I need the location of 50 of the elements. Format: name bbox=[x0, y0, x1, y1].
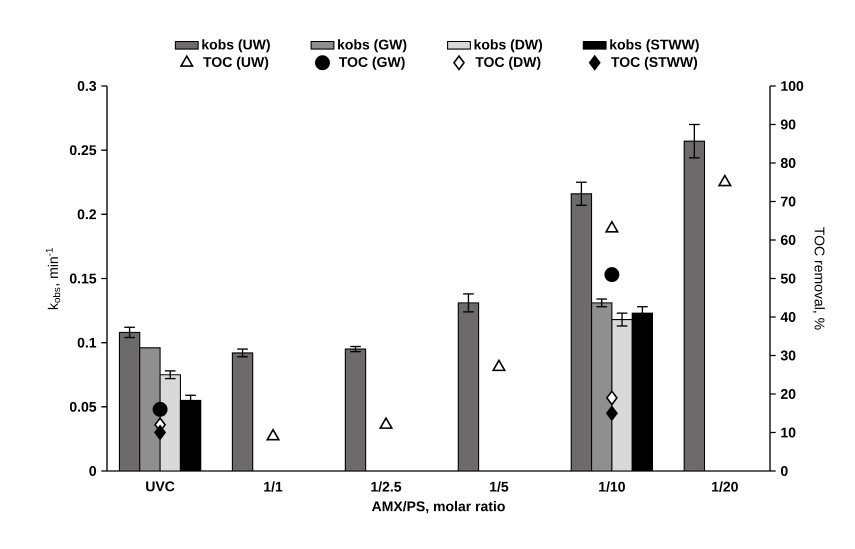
bar bbox=[591, 302, 612, 471]
legend-label: TOC (GW) bbox=[338, 56, 405, 70]
y2-tick-label: 50 bbox=[780, 274, 796, 284]
y-tick-label: 0.3 bbox=[78, 81, 96, 91]
point bbox=[606, 406, 618, 421]
y2-tick-label: 70 bbox=[781, 196, 796, 206]
y-tick-label: 0.05 bbox=[70, 402, 96, 412]
y2-tick-label: 20 bbox=[780, 389, 796, 399]
y2-tick-label: 0 bbox=[780, 466, 788, 476]
y2-axis-title: TOC removal, % bbox=[812, 227, 825, 330]
y2-tick-label: 40 bbox=[780, 312, 796, 322]
y-tick-label: 0.15 bbox=[70, 274, 96, 284]
point bbox=[492, 360, 506, 372]
point bbox=[604, 267, 620, 282]
point bbox=[154, 425, 166, 440]
legend-label: TOC (STWW) bbox=[611, 56, 698, 70]
y-tick-label: 0.25 bbox=[70, 145, 96, 156]
legend-label: kobs (DW) bbox=[474, 39, 542, 52]
y2-tick-label: 60 bbox=[780, 235, 796, 245]
y-tick-label: 0 bbox=[89, 466, 96, 476]
point bbox=[152, 402, 168, 417]
y2-tick-label: 90 bbox=[780, 120, 796, 130]
x-tick-label: 1/5 bbox=[490, 481, 508, 492]
bar bbox=[344, 348, 366, 471]
bar bbox=[570, 193, 592, 471]
bar bbox=[684, 140, 706, 471]
bar bbox=[232, 352, 254, 471]
point bbox=[605, 220, 618, 233]
legend-label: TOC (DW) bbox=[475, 56, 540, 70]
legend-label: TOC (UW) bbox=[203, 56, 268, 70]
y2-tick-label: 10 bbox=[781, 428, 796, 438]
x-tick-label: 1/20 bbox=[712, 481, 738, 492]
x-axis-title: AMX/PS, molar ratio bbox=[372, 500, 505, 514]
legend-label: kobs (STWW) bbox=[610, 39, 699, 52]
legend-label: kobs (GW) bbox=[338, 39, 406, 52]
y2-tick-label: 100 bbox=[781, 81, 804, 91]
y2-tick-label: 80 bbox=[780, 158, 796, 168]
bar bbox=[458, 302, 480, 471]
point bbox=[718, 174, 732, 186]
y-tick-label: 0.1 bbox=[78, 338, 96, 348]
x-tick-label: UVC bbox=[146, 481, 174, 492]
y-axis-title: k$_{obs}$, min$^{-1}$ bbox=[46, 248, 60, 310]
y-tick-label: 0.2 bbox=[78, 209, 96, 220]
legend-label: kobs (UW) bbox=[202, 39, 270, 52]
y2-tick-label: 30 bbox=[780, 350, 796, 360]
point bbox=[606, 390, 618, 406]
x-tick-label: 1/10 bbox=[599, 481, 625, 492]
bar bbox=[118, 332, 140, 471]
x-tick-label: 1/2.5 bbox=[371, 481, 402, 492]
x-tick-label: 1/1 bbox=[264, 481, 282, 492]
